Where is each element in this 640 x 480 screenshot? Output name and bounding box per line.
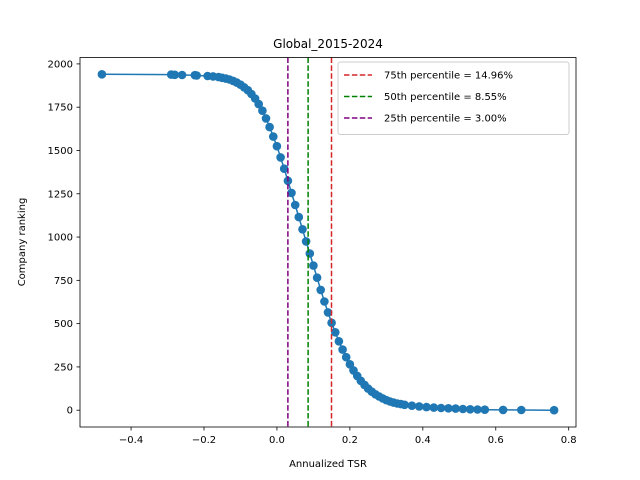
y-tick-label: 1250 [48, 189, 73, 200]
data-point [272, 141, 282, 151]
data-point [298, 225, 307, 234]
legend: 75th percentile = 14.96% 50th percentile … [337, 61, 570, 135]
data-point [458, 404, 468, 414]
legend-label: 25th percentile = 3.00% [384, 114, 507, 125]
x-tick-label: −0.4 [119, 435, 143, 446]
data-point [436, 403, 446, 413]
data-point [309, 261, 318, 270]
data-point [331, 328, 340, 337]
x-tick-label: 0.6 [488, 435, 504, 446]
chart-title: Global_2015-2024 [273, 37, 383, 51]
data-point [276, 153, 285, 162]
legend-label: 75th percentile = 14.96% [384, 71, 513, 82]
y-tick-label: 250 [54, 362, 73, 373]
y-tick-label: 1000 [48, 233, 73, 244]
data-point [517, 405, 526, 415]
data-point [254, 99, 263, 109]
data-point [269, 132, 278, 141]
data-point [422, 402, 431, 412]
x-tick-label: 0.0 [269, 435, 285, 446]
data-point [312, 273, 322, 283]
plot-area [97, 57, 559, 427]
data-point [465, 405, 475, 414]
data-point [414, 402, 424, 411]
data-point [290, 200, 300, 210]
x-axis-label: Annualized TSR [289, 459, 367, 470]
data-point [261, 114, 271, 123]
data-point [549, 405, 559, 415]
data-point [258, 106, 267, 115]
data-point [294, 212, 304, 222]
x-tick-label: 0.8 [561, 435, 577, 446]
y-tick-label: 500 [54, 319, 73, 330]
x-tick-label: −0.2 [192, 435, 216, 446]
legend-box [337, 61, 570, 135]
y-axis: 0 250 500 750 1000 1250 1500 1750 2000 [48, 59, 80, 417]
y-tick-label: 750 [54, 276, 73, 287]
plot-frame [79, 57, 577, 428]
data-point [498, 405, 508, 415]
data-point [338, 345, 347, 354]
data-point [407, 401, 417, 411]
data-point [316, 285, 326, 295]
data-point [473, 405, 482, 414]
x-tick-label: 0.4 [415, 435, 431, 446]
data-point [177, 70, 187, 80]
data-point [265, 122, 274, 132]
data-point [429, 403, 439, 412]
y-tick-label: 0 [67, 406, 73, 417]
data-point [444, 404, 453, 413]
x-axis: −0.4 −0.2 0.0 0.2 0.4 0.6 0.8 [119, 427, 577, 446]
data-point [279, 164, 289, 173]
legend-label: 50th percentile = 8.55% [384, 92, 507, 103]
data-point [287, 188, 296, 198]
x-tick-label: 0.2 [342, 435, 358, 446]
data-point [192, 71, 201, 80]
data-point [97, 70, 107, 79]
y-tick-label: 1500 [48, 146, 73, 157]
data-point [301, 237, 311, 246]
data-point [400, 400, 409, 410]
y-tick-label: 1750 [48, 103, 73, 114]
data-point [480, 405, 490, 415]
data-point [320, 297, 329, 306]
y-tick-label: 2000 [48, 59, 73, 70]
data-point [451, 404, 460, 413]
y-axis-label: Company ranking [17, 198, 28, 287]
data-point [334, 337, 344, 346]
data-point [323, 308, 333, 317]
data-point [341, 352, 351, 362]
data-point [170, 70, 180, 80]
data-point [305, 249, 315, 258]
